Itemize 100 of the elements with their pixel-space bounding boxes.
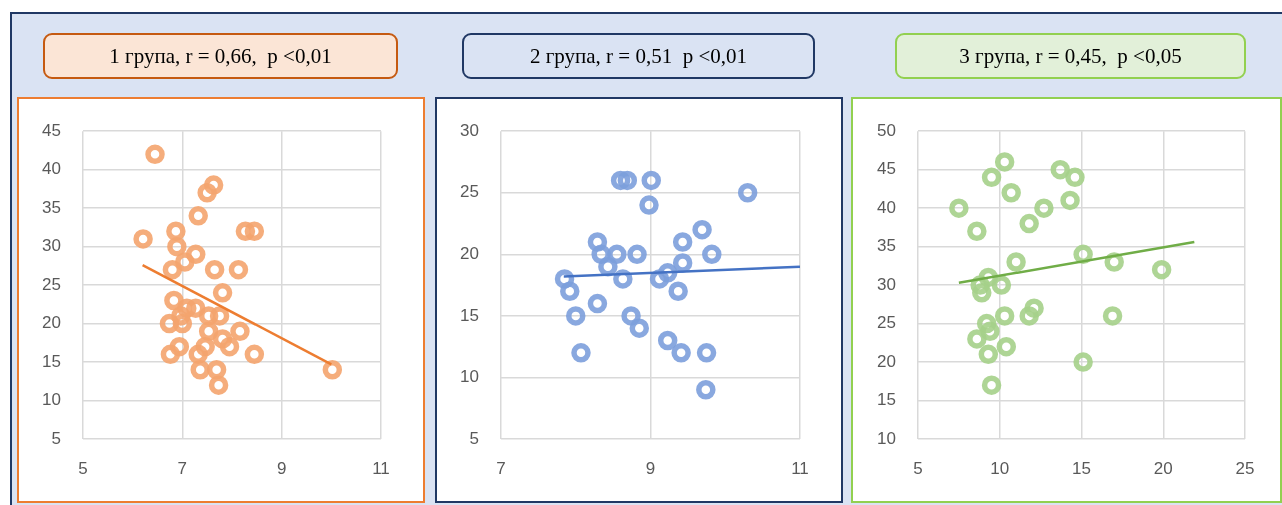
y-tick-label: 30 [42, 236, 61, 256]
y-tick-label: 5 [51, 428, 61, 448]
x-tick-label: 25 [1235, 458, 1255, 478]
point [133, 229, 153, 249]
chart-title: 2 група, r = 0,51 p <0,01 [529, 43, 748, 69]
point [972, 283, 992, 303]
point [1151, 259, 1172, 280]
y-tick-label: 35 [877, 236, 896, 256]
point [244, 344, 265, 365]
point [185, 298, 206, 318]
point [587, 232, 608, 252]
y-tick-label: 5 [469, 428, 479, 448]
point [696, 380, 716, 400]
point [230, 321, 250, 342]
y-tick-label: 10 [460, 367, 479, 387]
point [244, 221, 265, 241]
point [166, 221, 186, 241]
point [219, 336, 240, 357]
point [692, 219, 712, 240]
x-tick-label: 11 [372, 458, 390, 478]
y-tick-label: 10 [42, 390, 61, 410]
y-tick-label: 25 [877, 313, 896, 333]
point [981, 167, 1002, 188]
point [702, 244, 722, 265]
point [212, 329, 233, 349]
point [737, 183, 758, 203]
point [996, 336, 1017, 357]
point [1073, 352, 1093, 372]
x-tick-label: 5 [913, 458, 923, 478]
x-tick-label: 7 [177, 458, 188, 478]
point [994, 152, 1015, 172]
y-tick-label: 20 [877, 351, 896, 371]
point [668, 281, 688, 302]
x-tick-label: 11 [791, 458, 809, 478]
point [164, 290, 184, 311]
y-tick-label: 40 [42, 159, 61, 179]
point [197, 183, 217, 203]
y-tick-label: 15 [877, 390, 896, 410]
point [177, 298, 197, 318]
point [162, 259, 183, 280]
point [949, 198, 969, 218]
point [235, 221, 256, 241]
x-tick-label: 9 [645, 458, 656, 478]
x-tick-label: 20 [1153, 458, 1173, 478]
x-tick-label: 9 [276, 458, 287, 478]
point [672, 232, 693, 252]
point [160, 344, 181, 365]
point [994, 306, 1015, 326]
point [671, 343, 691, 363]
point [696, 343, 717, 363]
chart-title: 3 група, r = 0,45, p <0,05 [959, 43, 1182, 69]
point [1102, 306, 1123, 326]
y-tick-label: 50 [877, 120, 896, 140]
point [566, 306, 586, 326]
point [204, 259, 225, 280]
point [657, 330, 678, 351]
point [991, 275, 1012, 295]
point [172, 313, 193, 334]
point [171, 306, 191, 326]
point [621, 306, 641, 326]
y-tick-label: 25 [42, 274, 61, 294]
point [203, 175, 224, 195]
point [190, 360, 210, 380]
y-tick-label: 45 [42, 120, 61, 140]
point [672, 253, 693, 273]
point [1006, 252, 1026, 272]
y-tick-label: 10 [877, 428, 896, 448]
y-tick-label: 30 [877, 274, 896, 294]
point [185, 244, 206, 265]
point [195, 336, 215, 357]
point [967, 221, 987, 241]
y-tick-label: 35 [42, 197, 61, 217]
point [206, 360, 227, 380]
point [617, 170, 638, 191]
point [322, 360, 343, 380]
point [981, 375, 1002, 395]
y-tick-label: 15 [460, 305, 479, 325]
chart-title: 1 група, r = 0,66, p <0,01 [109, 43, 332, 69]
point [1019, 306, 1039, 326]
y-tick-label: 20 [42, 313, 61, 333]
point [629, 318, 650, 338]
point [1050, 159, 1070, 180]
point [188, 344, 208, 365]
x-tick-label: 5 [78, 458, 88, 478]
point [208, 375, 229, 395]
point [188, 206, 208, 226]
y-tick-label: 25 [460, 182, 479, 202]
y-tick-label: 45 [877, 159, 896, 179]
x-tick-label: 7 [496, 458, 506, 478]
y-tick-label: 20 [460, 244, 479, 264]
point [978, 344, 999, 365]
point [167, 236, 187, 257]
point [209, 306, 230, 326]
point [169, 336, 190, 357]
point [610, 170, 631, 191]
point [627, 244, 647, 265]
point [1019, 213, 1039, 234]
point [175, 252, 195, 272]
y-tick-label: 30 [460, 120, 479, 140]
point [639, 195, 659, 215]
